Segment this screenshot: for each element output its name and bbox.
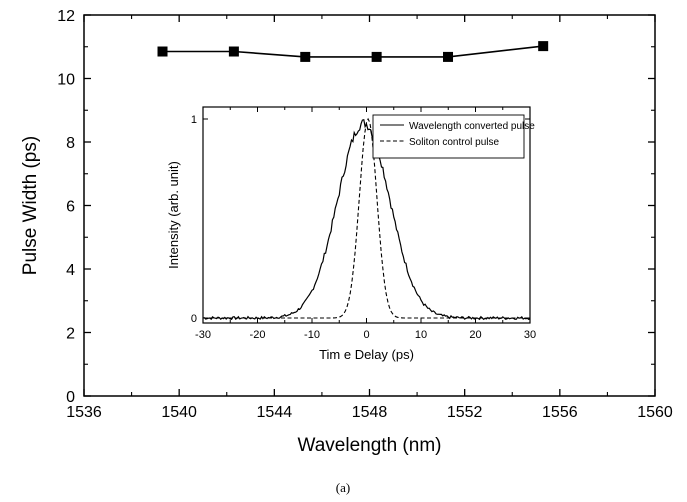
legend-label: Wavelength converted pulse: [409, 121, 535, 132]
data-point: [300, 51, 311, 62]
main-chart: 1536 1540 1544 1548 1552 1556 1560024681012Wav…: [20, 8, 673, 456]
data-point: [538, 41, 549, 52]
inset-x-tick-label: -30: [195, 329, 211, 341]
y-tick-label: 6: [66, 199, 75, 216]
control-pulse-curve: [203, 117, 530, 319]
inset-x-axis-title: Tim e Delay (ps): [319, 347, 414, 362]
inset-x-tick-label: 20: [469, 329, 481, 341]
inset-x-tick-label: -10: [304, 329, 320, 341]
y-tick-label: 8: [66, 135, 75, 152]
y-tick-label: 10: [57, 72, 75, 89]
x-tick-label: 1544: [257, 404, 293, 421]
inset-chart: -30 -20 -10 0 10 20 30 0 1 Tim e Delay (ps) Intens…: [166, 106, 536, 362]
legend-box: [372, 114, 525, 159]
y-tick-label: 12: [57, 8, 75, 25]
data-point: [157, 46, 168, 57]
inset-x-tick-label: 30: [524, 329, 536, 341]
figure-caption: (a): [336, 480, 350, 495]
inset-x-tick-label: 0: [363, 329, 369, 341]
data-point: [443, 51, 454, 62]
y-tick-label: 2: [66, 326, 75, 343]
inset-y-tick-label: 0: [191, 313, 197, 325]
x-tick-label: 1560: [637, 404, 673, 421]
inset-x-tick-label: -20: [250, 329, 266, 341]
x-tick-label: 1556: [542, 404, 578, 421]
inset-x-tick-label: 10: [415, 329, 427, 341]
x-tick-label: 1540: [161, 404, 197, 421]
data-point: [371, 51, 382, 62]
x-axis-title: Wavelength (nm): [298, 435, 442, 456]
y-tick-label: 4: [66, 262, 75, 279]
x-tick-label: 1548: [352, 404, 388, 421]
data-point: [228, 46, 239, 57]
y-tick-label: 0: [66, 389, 75, 406]
x-tick-label: 1552: [447, 404, 483, 421]
inset-y-tick-label: 1: [191, 114, 197, 126]
series-line: [162, 45, 544, 58]
legend-label: Soliton control pulse: [409, 137, 499, 148]
y-axis-title: Pulse Width (ps): [20, 136, 41, 275]
x-tick-label: 1536: [66, 404, 102, 421]
inset-y-axis-title: Intensity (arb. unit): [166, 161, 181, 269]
